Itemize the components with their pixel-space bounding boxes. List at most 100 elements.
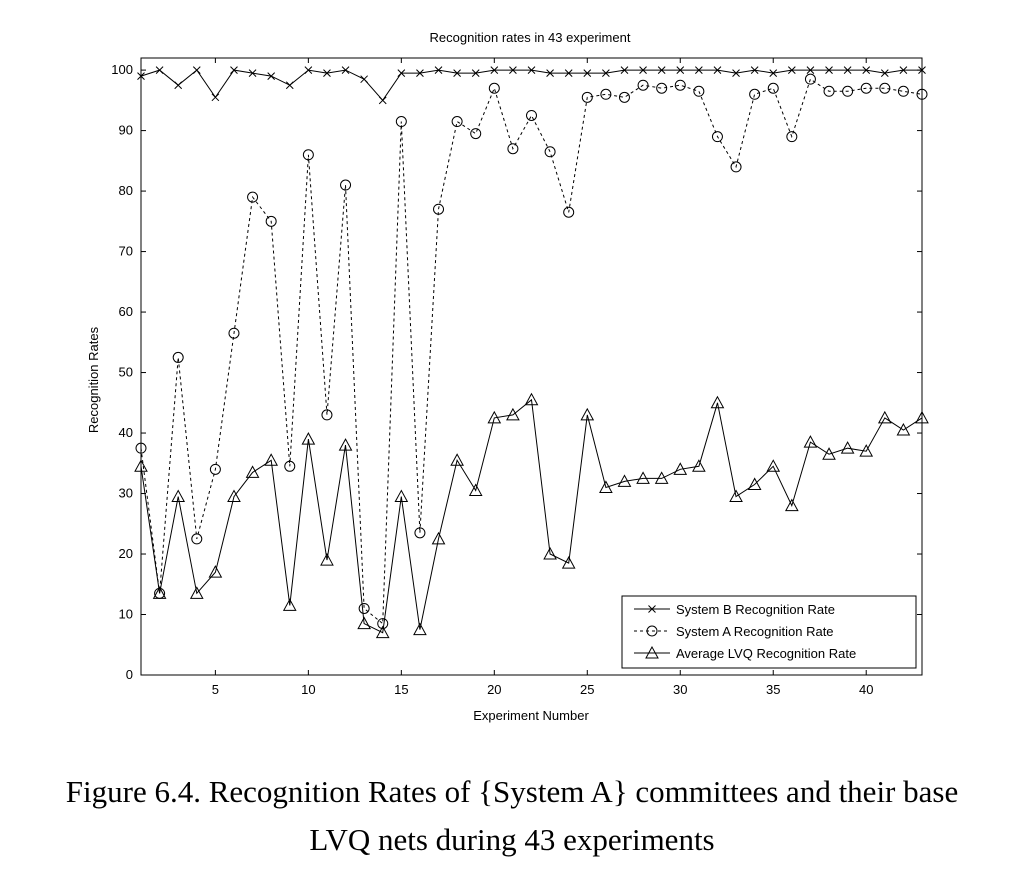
data-point-average-lvq [580,407,595,421]
x-axis: 5 10 15 20 25 30 35 40 [212,58,873,697]
x-tick-label: 35 [766,682,780,697]
data-point-system-a [749,88,761,100]
series-layer [134,66,929,639]
data-point-system-b [155,66,164,74]
x-tick-label: 25 [580,682,594,697]
data-point-system-b [806,66,815,74]
data-point-system-a [321,409,333,421]
data-point-average-lvq [301,432,316,445]
data-point-system-a [433,203,445,215]
data-point-average-lvq [524,392,539,406]
data-point-average-lvq [803,435,818,448]
y-tick-label: 50 [119,365,133,380]
data-point-system-a [916,88,928,100]
data-point-system-a [247,191,259,203]
data-point-system-b [918,66,926,74]
data-point-system-a [265,215,277,227]
data-point-system-a [823,85,835,97]
data-point-system-b [620,66,629,74]
y-tick-label: 60 [119,304,133,319]
data-point-average-lvq [134,459,148,472]
data-point-system-b [787,66,796,74]
legend-marker [645,645,659,659]
legend-item-system-b: System B Recognition Rate [634,602,835,617]
y-tick-label: 70 [119,244,133,259]
data-point-average-lvq [152,586,167,599]
data-point-system-b [416,69,424,77]
data-point-average-lvq [673,462,688,475]
data-point-system-a [414,527,426,539]
data-point-system-b [583,69,592,77]
data-point-system-a [340,179,352,191]
data-point-average-lvq [375,625,390,639]
data-point-system-b [769,69,778,77]
legend-label: Average LVQ Recognition Rate [676,646,856,661]
data-point-average-lvq [784,498,799,512]
data-point-system-a [284,460,296,472]
data-point-average-lvq [245,465,260,478]
data-point-system-a [172,351,184,363]
line-chart: Recognition rates in 43 experiment 0 10 20… [86,30,929,723]
data-point-average-lvq [413,622,427,636]
data-point-system-b [676,66,685,74]
data-point-system-a [358,602,370,614]
data-point-system-a [191,533,203,545]
data-point-average-lvq [468,483,483,497]
data-point-system-a [507,143,519,155]
data-point-system-b [546,69,554,77]
data-point-system-a [600,88,612,100]
data-point-average-lvq [747,477,762,490]
legend-item-average-lvq: Average LVQ Recognition Rate [634,645,856,661]
data-point-system-b [602,69,610,77]
legend: System B Recognition Rate System A Recogn… [621,595,917,669]
data-point-system-a [581,91,593,103]
plot-frame [140,57,923,676]
data-point-average-lvq [561,556,576,569]
data-point-system-a [767,82,779,94]
data-point-system-b [527,66,536,74]
data-point-average-lvq [654,471,669,484]
data-point-system-a [526,109,537,121]
series-line-system-b [140,69,922,102]
data-point-system-a [879,82,891,94]
data-point-system-b [323,69,331,77]
y-axis: 0 10 20 30 40 50 60 70 80 90 100 [111,62,922,682]
data-point-average-lvq [729,489,743,503]
y-tick-label: 90 [119,123,133,138]
data-point-system-a [860,82,872,94]
y-tick-label: 10 [119,607,133,622]
data-point-system-b [843,66,852,74]
data-point-system-a [730,161,742,173]
x-tick-label: 20 [487,682,501,697]
data-point-average-lvq [840,441,855,454]
data-point-average-lvq [189,586,204,599]
data-point-average-lvq [915,410,929,424]
legend-marker [648,605,656,613]
data-point-system-b [397,69,406,77]
data-point-system-b [453,69,461,77]
data-point-system-a [618,91,630,103]
data-point-system-b [695,66,703,74]
data-point-average-lvq [282,598,297,611]
series-system-b [137,66,926,105]
data-point-average-lvq [636,471,650,484]
data-point-average-lvq [692,459,706,472]
data-point-system-a [711,131,723,143]
data-point-average-lvq [487,410,502,424]
data-point-system-a [563,206,575,218]
data-point-average-lvq [394,489,409,503]
legend-label: System B Recognition Rate [676,602,835,617]
y-tick-label: 30 [119,486,133,501]
data-point-system-b [564,69,573,77]
data-point-system-a [544,146,556,158]
data-point-system-b [490,66,499,74]
data-point-average-lvq [171,489,186,503]
series-system-a [135,73,928,630]
data-point-system-b [750,66,759,74]
legend-box [621,595,917,669]
data-point-system-a [786,131,798,143]
data-point-system-a [693,85,705,97]
data-point-system-b [285,81,294,90]
data-point-system-b [899,66,908,74]
data-point-system-b [880,69,889,77]
